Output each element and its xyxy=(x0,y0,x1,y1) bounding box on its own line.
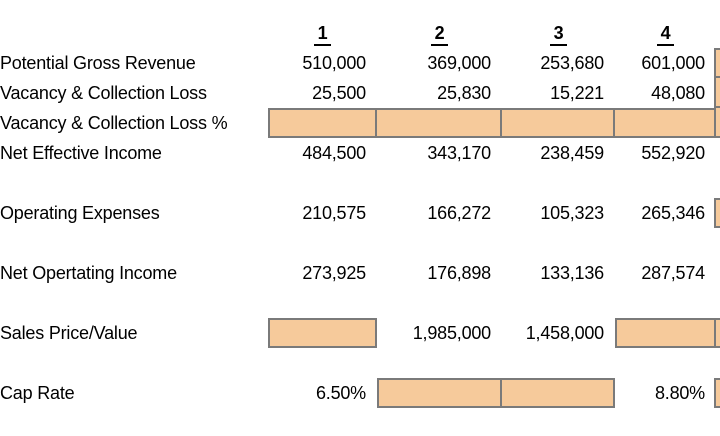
value-cell: 343,170 xyxy=(427,143,491,163)
empty-cell xyxy=(716,138,720,168)
value-cell: 238,459 xyxy=(540,143,604,163)
input-cell-opex-col5[interactable] xyxy=(714,198,720,228)
input-cell-sales-price-col4[interactable] xyxy=(615,318,716,348)
row-net-operating-income: Net Opertating Income 273,925 176,898 13… xyxy=(0,258,720,288)
value-cell: 484,500 xyxy=(302,143,366,163)
spacer-row xyxy=(0,288,720,318)
empty-cell xyxy=(716,258,720,288)
value-cell: 1,985,000 xyxy=(412,323,491,343)
spacer-row xyxy=(0,228,720,258)
input-cell-cap-rate-col5[interactable] xyxy=(714,378,720,408)
value-cell: 1,458,000 xyxy=(525,323,604,343)
value-cell: 265,346 xyxy=(641,203,705,223)
input-cell-cap-rate-col3[interactable] xyxy=(500,378,615,408)
column-header-2: 2 xyxy=(377,18,502,48)
value-cell: 25,830 xyxy=(437,83,491,103)
input-cell-vacancy-pct-col1[interactable] xyxy=(268,108,377,138)
value-cell: 133,136 xyxy=(540,263,604,283)
value-cell: 48,080 xyxy=(651,83,705,103)
input-cell-sales-price-col5[interactable] xyxy=(714,318,720,348)
column-header-label: 3 xyxy=(549,23,568,46)
column-header-label: 2 xyxy=(430,23,449,46)
input-cell-cap-rate-col2[interactable] xyxy=(377,378,502,408)
row-label: Net Effective Income xyxy=(0,143,162,163)
value-cell: 25,500 xyxy=(312,83,366,103)
spacer-row xyxy=(0,168,720,198)
row-sales-price-value: Sales Price/Value 1,985,000 1,458,000 xyxy=(0,318,720,348)
row-potential-gross-revenue: Potential Gross Revenue 510,000 369,000 … xyxy=(0,48,720,78)
row-net-effective-income: Net Effective Income 484,500 343,170 238… xyxy=(0,138,720,168)
column-headers-row: 1 2 3 4 xyxy=(0,18,720,48)
column-header-label: 4 xyxy=(656,23,675,46)
value-cell: 287,574 xyxy=(641,263,705,283)
input-cell-vacancy-pct-col5[interactable] xyxy=(714,106,720,138)
value-cell: 510,000 xyxy=(302,53,366,73)
row-vacancy-collection-loss-pct: Vacancy & Collection Loss % xyxy=(0,106,720,138)
row-label: Sales Price/Value xyxy=(0,323,138,343)
input-cell-vcl-col5[interactable] xyxy=(714,76,720,108)
value-cell: 176,898 xyxy=(427,263,491,283)
spacer-row xyxy=(0,348,720,378)
row-label: Operating Expenses xyxy=(0,203,160,223)
row-label: Net Opertating Income xyxy=(0,263,177,283)
value-cell: 105,323 xyxy=(540,203,604,223)
value-cell: 552,920 xyxy=(641,143,705,163)
column-header-label: 1 xyxy=(313,23,332,46)
value-cell: 6.50% xyxy=(315,383,366,403)
row-label: Cap Rate xyxy=(0,383,75,403)
row-cap-rate: Cap Rate 6.50% 8.80% xyxy=(0,378,720,408)
value-cell: 253,680 xyxy=(540,53,604,73)
input-cell-vacancy-pct-col4[interactable] xyxy=(613,108,716,138)
input-cell-pgr-col5[interactable] xyxy=(714,48,720,78)
input-cell-vacancy-pct-col2[interactable] xyxy=(375,108,502,138)
value-cell: 166,272 xyxy=(427,203,491,223)
header-col5-spacer xyxy=(716,18,720,48)
value-cell: 369,000 xyxy=(427,53,491,73)
column-header-1: 1 xyxy=(268,18,377,48)
row-vacancy-collection-loss: Vacancy & Collection Loss 25,500 25,830 … xyxy=(0,76,720,108)
value-cell: 601,000 xyxy=(641,53,705,73)
value-cell: 273,925 xyxy=(302,263,366,283)
value-cell: 8.80% xyxy=(654,383,705,403)
value-cell: 15,221 xyxy=(550,83,604,103)
row-label: Vacancy & Collection Loss xyxy=(0,83,207,103)
input-cell-sales-price-col1[interactable] xyxy=(268,318,377,348)
column-header-4: 4 xyxy=(615,18,716,48)
row-label: Vacancy & Collection Loss % xyxy=(0,113,228,133)
row-operating-expenses: Operating Expenses 210,575 166,272 105,3… xyxy=(0,198,720,228)
header-label-spacer xyxy=(0,18,268,48)
column-header-3: 3 xyxy=(502,18,615,48)
value-cell: 210,575 xyxy=(302,203,366,223)
row-label: Potential Gross Revenue xyxy=(0,53,196,73)
input-cell-vacancy-pct-col3[interactable] xyxy=(500,108,615,138)
